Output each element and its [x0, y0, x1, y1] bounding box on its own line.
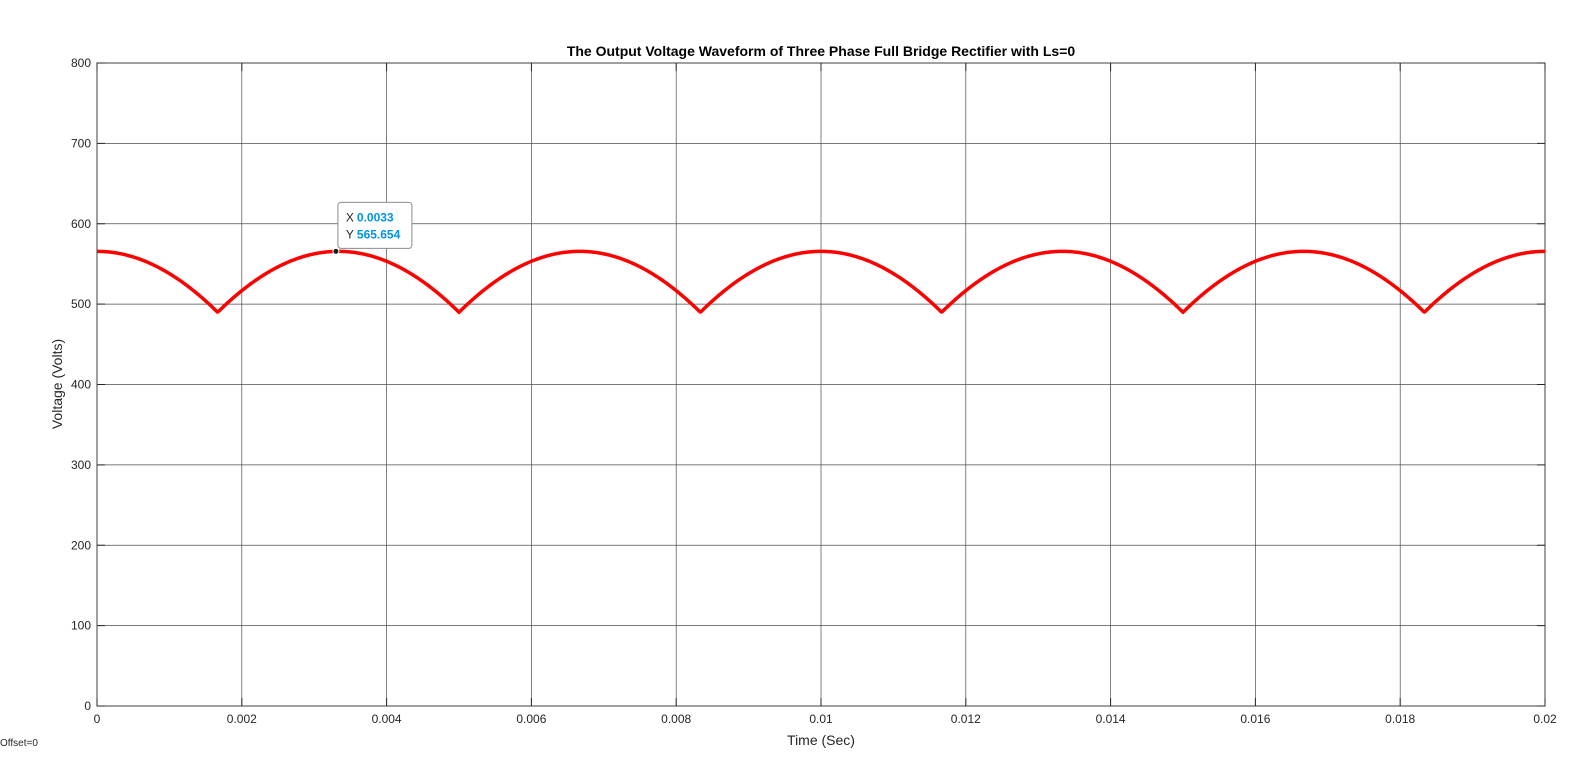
y-tick-label: 400 — [71, 378, 91, 392]
y-tick-label: 800 — [71, 56, 91, 70]
datatip-box — [337, 201, 413, 249]
y-axis-ticks: 0 100 200 300 400 500 600 700 800 — [71, 56, 1545, 713]
offset-label: Offset=0 — [0, 738, 38, 749]
datatip-x-value: 0.0033 — [357, 210, 394, 224]
y-tick-label: 200 — [71, 538, 91, 552]
y-tick-label: 500 — [71, 297, 91, 311]
datatip-x-label: X — [346, 210, 354, 224]
x-tick-label: 0.004 — [372, 712, 402, 726]
x-tick-label: 0.002 — [227, 712, 257, 726]
datatip-y-value: 565.654 — [357, 227, 401, 241]
x-axis-label: Time (Sec) — [787, 732, 855, 748]
x-tick-label: 0.018 — [1385, 712, 1415, 726]
y-tick-label: 600 — [71, 217, 91, 231]
x-tick-label: 0.006 — [516, 712, 546, 726]
x-axis-ticks: 0 0.002 0.004 0.006 0.008 0.01 0.012 0.014 0.016… — [94, 63, 1557, 726]
y-tick-label: 700 — [71, 136, 91, 150]
x-tick-label: 0.012 — [951, 712, 981, 726]
chart-title: The Output Voltage Waveform of Three Pha… — [567, 43, 1076, 59]
datatip-y-label: Y — [346, 227, 354, 241]
x-tick-label: 0.008 — [661, 712, 691, 726]
x-tick-label: 0.01 — [809, 712, 833, 726]
datatip-marker[interactable] — [332, 247, 340, 255]
x-tick-label: 0 — [94, 712, 101, 726]
x-tick-label: 0.016 — [1240, 712, 1270, 726]
y-tick-label: 100 — [71, 619, 91, 633]
x-tick-label: 0.02 — [1533, 712, 1557, 726]
y-tick-label: 0 — [84, 699, 91, 713]
y-axis-label: Voltage (Volts) — [49, 339, 65, 429]
grid-lines — [96, 62, 1546, 707]
x-tick-label: 0.014 — [1096, 712, 1126, 726]
y-tick-label: 300 — [71, 458, 91, 472]
